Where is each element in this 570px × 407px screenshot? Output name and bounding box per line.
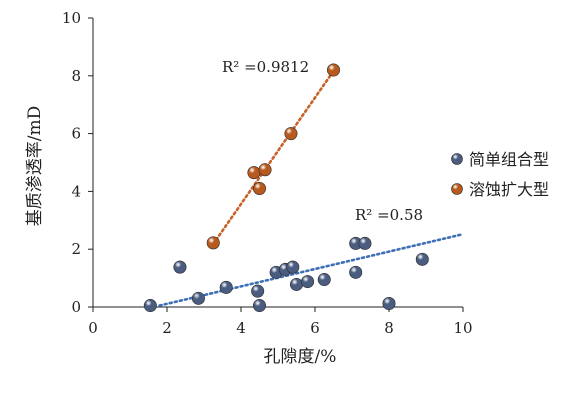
legend-label-simple: 简单组合型 (469, 150, 549, 169)
point-simple (317, 273, 331, 287)
point-simple (253, 299, 267, 313)
point-simple (173, 260, 187, 274)
point-simple (358, 236, 372, 250)
point-simple (143, 299, 157, 313)
x-tick-label: 4 (236, 319, 246, 337)
point-simple (251, 284, 265, 298)
y-tick-label: 10 (62, 9, 81, 27)
y-tick-label: 8 (71, 67, 81, 85)
r2-label-dissolution: R² =0.9812 (222, 58, 309, 76)
point-dissolution (206, 236, 220, 250)
point-dissolution (247, 166, 261, 180)
data-points (143, 63, 429, 313)
x-tick-label: 6 (310, 319, 320, 337)
point-simple (349, 265, 363, 279)
x-tick-label: 10 (453, 319, 472, 337)
trendlines (158, 64, 465, 307)
legend-label-dissolution: 溶蚀扩大型 (469, 180, 549, 199)
point-simple (301, 275, 315, 289)
y-axis-title: 基质渗透率/mD (25, 106, 45, 226)
x-axis-title: 孔隙度/% (264, 347, 337, 367)
y-tick-label: 4 (71, 182, 81, 200)
y-tick-label: 6 (71, 125, 81, 143)
y-tick-label: 2 (71, 240, 81, 258)
point-simple (289, 277, 303, 291)
x-tick-label: 0 (88, 319, 98, 337)
point-dissolution (284, 127, 298, 141)
ticks: 0 2 4 6 8 10 0 2 4 6 8 10 (62, 9, 473, 337)
r2-label-simple: R² =0.58 (355, 206, 423, 224)
point-simple (191, 291, 205, 305)
trendline-simple (158, 232, 465, 307)
point-simple (382, 297, 396, 311)
point-simple (219, 280, 233, 294)
point-simple (415, 252, 429, 266)
point-dissolution (258, 163, 272, 177)
legend: 简单组合型 溶蚀扩大型 (451, 150, 549, 199)
point-dissolution (326, 63, 340, 77)
legend-marker-dissolution (451, 183, 463, 195)
trendline-dissolution (211, 64, 339, 246)
y-tick-label: 0 (71, 298, 81, 316)
x-tick-label: 8 (384, 319, 394, 337)
point-dissolution (253, 182, 267, 196)
x-tick-label: 2 (162, 319, 172, 337)
legend-marker-simple (451, 153, 463, 165)
point-simple (286, 260, 300, 274)
